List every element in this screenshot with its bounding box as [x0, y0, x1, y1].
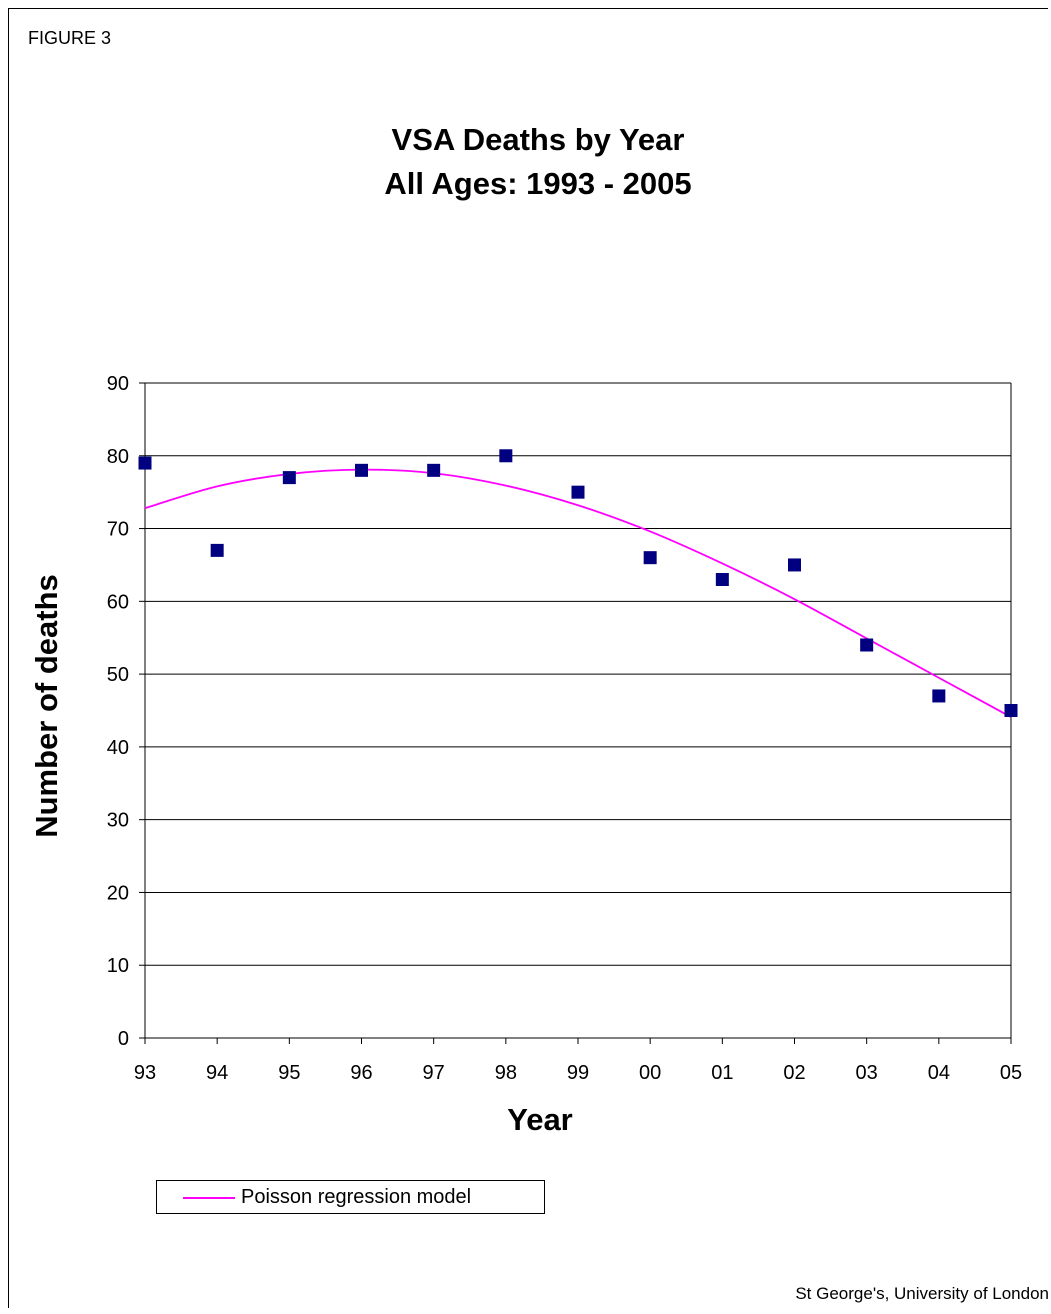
axes	[139, 382, 1012, 1044]
data-point-94	[210, 543, 224, 557]
y-tick-label: 90	[107, 373, 129, 395]
x-tick-label: 96	[350, 1062, 372, 1084]
x-tick-label: 00	[639, 1062, 661, 1084]
legend-line-swatch	[183, 1197, 235, 1199]
x-tick-label: 95	[278, 1062, 300, 1084]
regression-line	[144, 468, 1012, 718]
y-tick-label: 70	[107, 519, 129, 541]
y-tick-label: 30	[107, 810, 129, 832]
x-tick-label: 93	[134, 1062, 156, 1084]
regression-curve	[144, 468, 1012, 718]
y-tick-label: 10	[107, 955, 129, 977]
chart-title: VSA Deaths by Year All Ages: 1993 - 2005	[0, 118, 1051, 206]
x-tick-label: 04	[928, 1062, 950, 1084]
x-tick-labels: 93 94 95 96 97 98 99 00 01 02 03 04 05	[134, 1062, 1022, 1084]
chart-title-line-1: VSA Deaths by Year	[391, 122, 685, 157]
legend: Poisson regression model	[156, 1180, 545, 1214]
y-tick-label: 50	[107, 664, 129, 686]
y-tick-label: 60	[107, 591, 129, 613]
x-tick-label: 03	[856, 1062, 878, 1084]
data-point-98	[499, 449, 513, 463]
data-point-04	[932, 689, 946, 703]
y-tick-label: 80	[107, 446, 129, 468]
y-tick-label: 0	[118, 1028, 129, 1050]
data-point-00	[643, 551, 657, 565]
data-point-97	[427, 463, 441, 477]
y-tick-labels: 0 10 20 30 40 50 60 70 80 90	[107, 373, 129, 1050]
data-points	[138, 449, 1018, 717]
data-point-99	[571, 485, 585, 499]
figure-label: FIGURE 3	[28, 28, 112, 48]
data-point-03	[860, 638, 874, 652]
x-tick-label: 01	[711, 1062, 733, 1084]
y-tick-label: 20	[107, 882, 129, 904]
y-tick-label: 40	[107, 737, 129, 759]
data-point-01	[715, 573, 729, 586]
data-point-05	[1004, 704, 1018, 717]
x-tick-label: 97	[423, 1062, 445, 1084]
y-axis-label: Number of deaths	[29, 574, 64, 838]
grid-lines	[145, 382, 1011, 1039]
x-tick-label: 98	[495, 1062, 517, 1084]
credit-text: St George's, University of London	[795, 1284, 1049, 1303]
x-tick-label: 02	[783, 1062, 805, 1084]
chart-title-line-2: All Ages: 1993 - 2005	[384, 166, 692, 201]
x-tick-label: 99	[567, 1062, 589, 1084]
legend-label: Poisson regression model	[241, 1186, 472, 1208]
data-point-93	[138, 456, 152, 470]
data-point-95	[282, 471, 296, 485]
data-point-02	[788, 558, 801, 572]
x-tick-label: 05	[1000, 1062, 1022, 1084]
data-point-96	[355, 463, 368, 477]
figure-frame	[8, 8, 1048, 1308]
x-tick-label: 94	[206, 1062, 228, 1084]
x-axis-label: Year	[507, 1102, 573, 1137]
